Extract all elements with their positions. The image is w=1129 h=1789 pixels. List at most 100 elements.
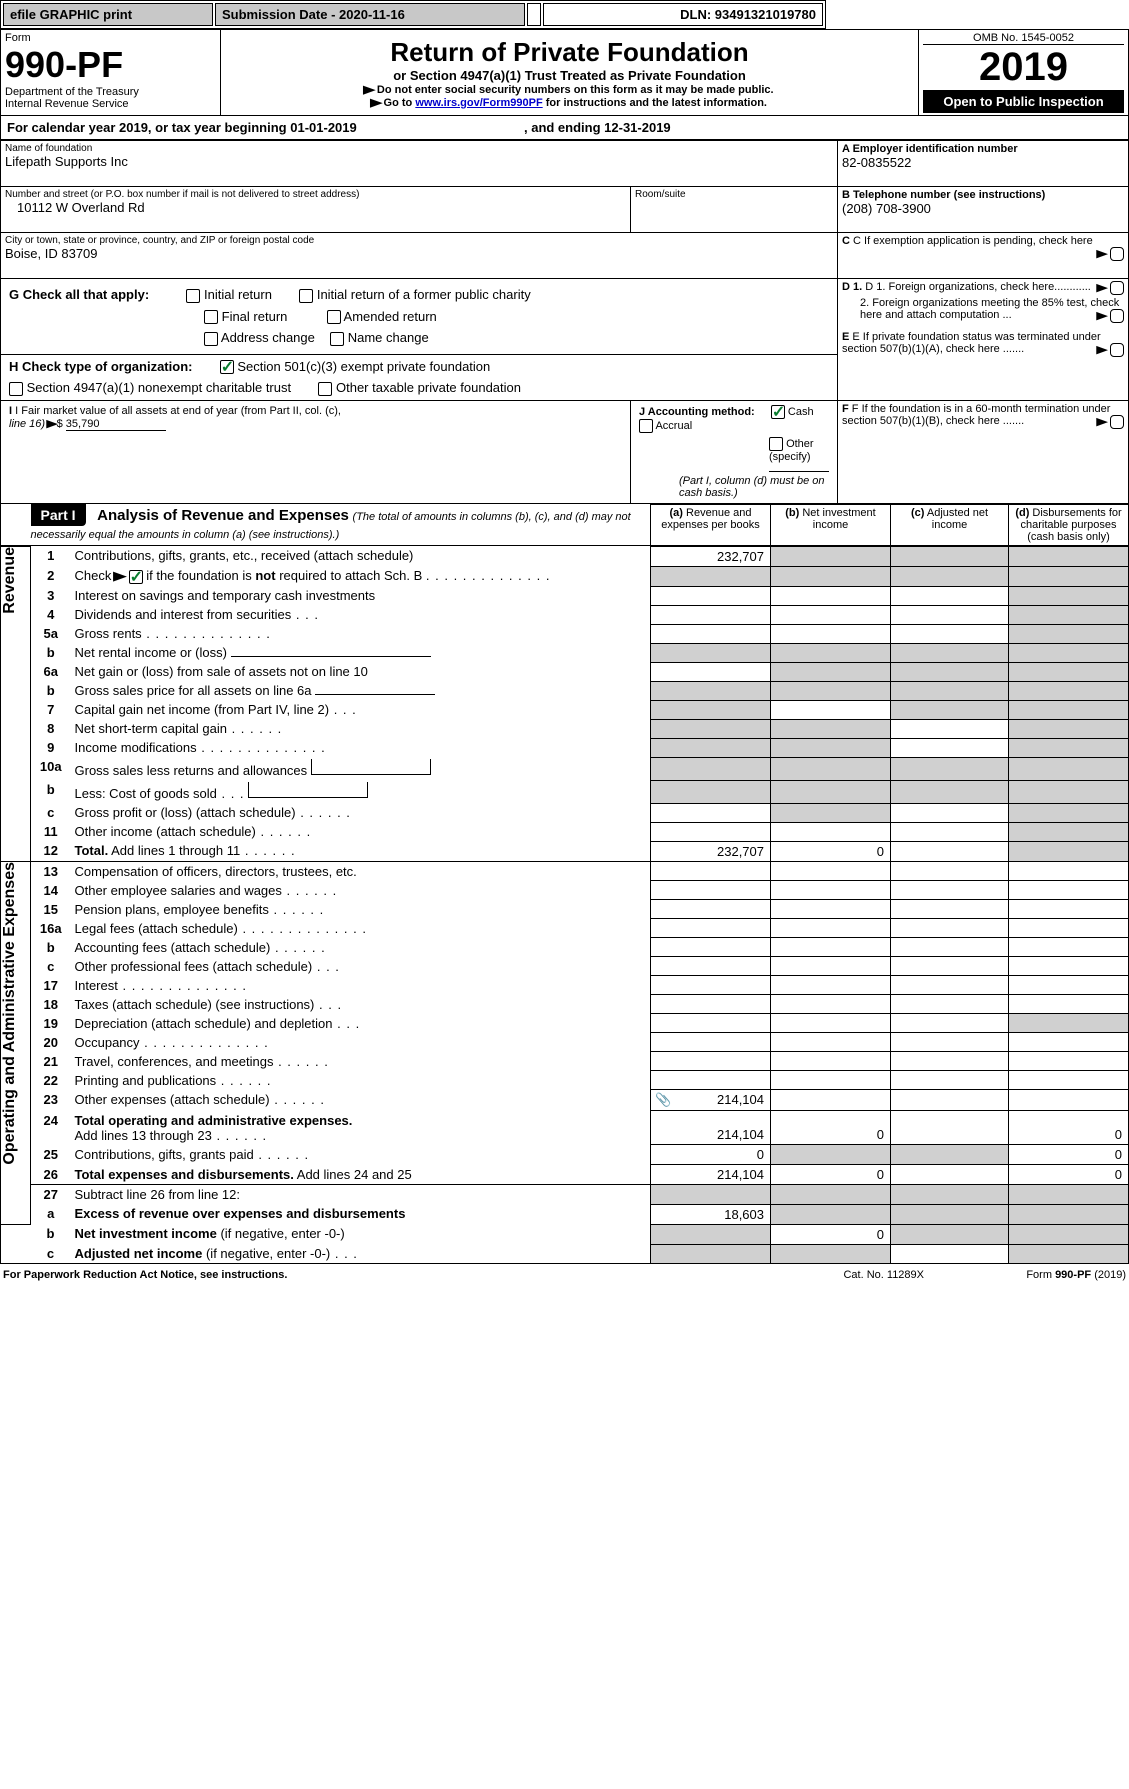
j-section: J Accounting method: Cash Accrual Other …: [639, 405, 829, 499]
line-15-label: Pension plans, employee benefits: [71, 900, 651, 919]
line-2-label: Check ▶ if the foundation is not require…: [71, 566, 651, 586]
col-b-header: (b) Net investment income: [771, 504, 891, 545]
footer-right: Form 990-PF (2019): [927, 1268, 1127, 1282]
ein-value: 82-0835522: [842, 155, 1124, 170]
f-checkbox[interactable]: [1110, 415, 1124, 429]
calendar-year-row: For calendar year 2019, or tax year begi…: [0, 116, 1129, 140]
entity-block: Name of foundation Lifepath Supports Inc…: [0, 140, 1129, 504]
line-5a-label: Gross rents: [71, 624, 651, 643]
e-checkbox[interactable]: [1110, 343, 1124, 357]
j-other-checkbox[interactable]: [769, 437, 783, 451]
open-inspection: Open to Public Inspection: [923, 90, 1124, 113]
line-8-label: Net short-term capital gain: [71, 719, 651, 738]
h-4947-checkbox[interactable]: [9, 382, 23, 396]
phone-label: B Telephone number (see instructions): [842, 189, 1124, 201]
omb: OMB No. 1545-0052: [923, 32, 1124, 45]
line-7-label: Capital gain net income (from Part IV, l…: [71, 700, 651, 719]
city-value: Boise, ID 83709: [5, 246, 833, 261]
street-address: 10112 W Overland Rd: [5, 200, 626, 215]
line-6a-label: Net gain or (loss) from sale of assets n…: [71, 662, 651, 681]
form-word: Form: [5, 32, 216, 44]
dept-2: Internal Revenue Service: [5, 98, 216, 110]
line-1-a: 232,707: [651, 546, 771, 566]
part1-grid: Revenue 1 Contributions, gifts, grants, …: [0, 546, 1129, 1265]
c-checkbox[interactable]: [1110, 247, 1124, 261]
part1-header: Part I Analysis of Revenue and Expenses …: [0, 504, 1129, 546]
line-9-label: Income modifications: [71, 738, 651, 757]
efile-label: efile GRAPHIC print: [3, 3, 213, 26]
line-26-a: 214,104: [651, 1165, 771, 1185]
line-19-label: Depreciation (attach schedule) and deple…: [71, 1014, 651, 1033]
line-26-label: Total expenses and disbursements. Add li…: [71, 1165, 651, 1185]
line-24-b: 0: [771, 1111, 891, 1145]
footer-mid: Cat. No. 11289X: [725, 1268, 925, 1282]
name-label: Name of foundation: [5, 143, 833, 154]
line-16c-label: Other professional fees (attach schedule…: [71, 957, 651, 976]
attachment-icon[interactable]: 📎: [655, 1092, 671, 1108]
d2-checkbox[interactable]: [1110, 309, 1124, 323]
line-25-label: Contributions, gifts, grants paid: [71, 1145, 651, 1165]
line-13-label: Compensation of officers, directors, tru…: [71, 861, 651, 881]
ein-label: A Employer identification number: [842, 143, 1124, 155]
dln: DLN: 93491321019780: [543, 3, 823, 26]
footer-left: For Paperwork Reduction Act Notice, see …: [2, 1268, 723, 1282]
city-label: City or town, state or province, country…: [5, 235, 833, 246]
i-section: I I Fair market value of all assets at e…: [9, 405, 622, 431]
g-name-change-checkbox[interactable]: [330, 332, 344, 346]
line-27b-label: Net investment income (if negative, ente…: [71, 1224, 651, 1244]
line-22-label: Printing and publications: [71, 1071, 651, 1090]
line-27b-b: 0: [771, 1224, 891, 1244]
line-12-label: Total. Add lines 1 through 11: [71, 841, 651, 861]
d1-checkbox[interactable]: [1110, 281, 1124, 295]
g-amended-checkbox[interactable]: [327, 310, 341, 324]
line-12-a: 232,707: [651, 841, 771, 861]
line-27a-label: Excess of revenue over expenses and disb…: [71, 1204, 651, 1224]
form-number: 990-PF: [5, 44, 216, 86]
line-26-b: 0: [771, 1165, 891, 1185]
g-addr-change-checkbox[interactable]: [204, 332, 218, 346]
part1-title: Analysis of Revenue and Expenses: [97, 507, 349, 524]
h-501c3-checkbox[interactable]: [220, 360, 234, 374]
note-1: ▶ Do not enter social security numbers o…: [225, 83, 914, 96]
line-20-label: Occupancy: [71, 1033, 651, 1052]
line-5b-label: Net rental income or (loss): [71, 643, 651, 662]
line-3-label: Interest on savings and temporary cash i…: [71, 586, 651, 605]
j-cash-checkbox[interactable]: [771, 405, 785, 419]
line-26-d: 0: [1009, 1165, 1129, 1185]
e-row: E E If private foundation status was ter…: [842, 331, 1124, 355]
page-footer: For Paperwork Reduction Act Notice, see …: [0, 1266, 1129, 1284]
j-accrual-checkbox[interactable]: [639, 419, 653, 433]
tax-year: 2019: [923, 45, 1124, 90]
g-final-checkbox[interactable]: [204, 310, 218, 324]
irs-link[interactable]: www.irs.gov/Form990PF: [415, 97, 542, 109]
line-12-b: 0: [771, 841, 891, 861]
form-title: Return of Private Foundation: [225, 37, 914, 68]
fmv-amount: 35,790: [66, 418, 166, 431]
line-25-a: 0: [651, 1145, 771, 1165]
h-other-checkbox[interactable]: [318, 382, 332, 396]
line-18-label: Taxes (attach schedule) (see instruction…: [71, 995, 651, 1014]
g-initial-former-checkbox[interactable]: [299, 289, 313, 303]
c-label: C C If exemption application is pending,…: [842, 235, 1124, 261]
line-24-a: 214,104: [651, 1111, 771, 1145]
line-24-label: Total operating and administrative expen…: [71, 1111, 651, 1145]
line-6b-label: Gross sales price for all assets on line…: [71, 681, 651, 700]
line-1-label: Contributions, gifts, grants, etc., rece…: [71, 546, 651, 566]
line-27-label: Subtract line 26 from line 12:: [71, 1185, 651, 1205]
form-subtitle: or Section 4947(a)(1) Trust Treated as P…: [225, 68, 914, 83]
g-section: G Check all that apply: Initial return I…: [9, 287, 829, 346]
note-2: ▶ Go to www.irs.gov/Form990PF for instru…: [225, 96, 914, 109]
g-initial-checkbox[interactable]: [186, 289, 200, 303]
form-header: Form 990-PF Department of the Treasury I…: [0, 29, 1129, 116]
expenses-side-label: Operating and Administrative Expenses: [1, 862, 19, 1165]
foundation-name: Lifepath Supports Inc: [5, 154, 833, 169]
h-section: H Check type of organization: Section 50…: [9, 359, 829, 396]
line-14-label: Other employee salaries and wages: [71, 881, 651, 900]
top-bar: efile GRAPHIC print Submission Date - 20…: [0, 0, 826, 29]
line-2-checkbox[interactable]: [129, 570, 143, 584]
line-27c-label: Adjusted net income (if negative, enter …: [71, 1244, 651, 1264]
line-27a-a: 18,603: [651, 1204, 771, 1224]
f-row: F F If the foundation is in a 60-month t…: [842, 403, 1124, 427]
line-23-a: 📎214,104: [651, 1090, 771, 1111]
line-10b-label: Less: Cost of goods sold: [71, 780, 651, 803]
